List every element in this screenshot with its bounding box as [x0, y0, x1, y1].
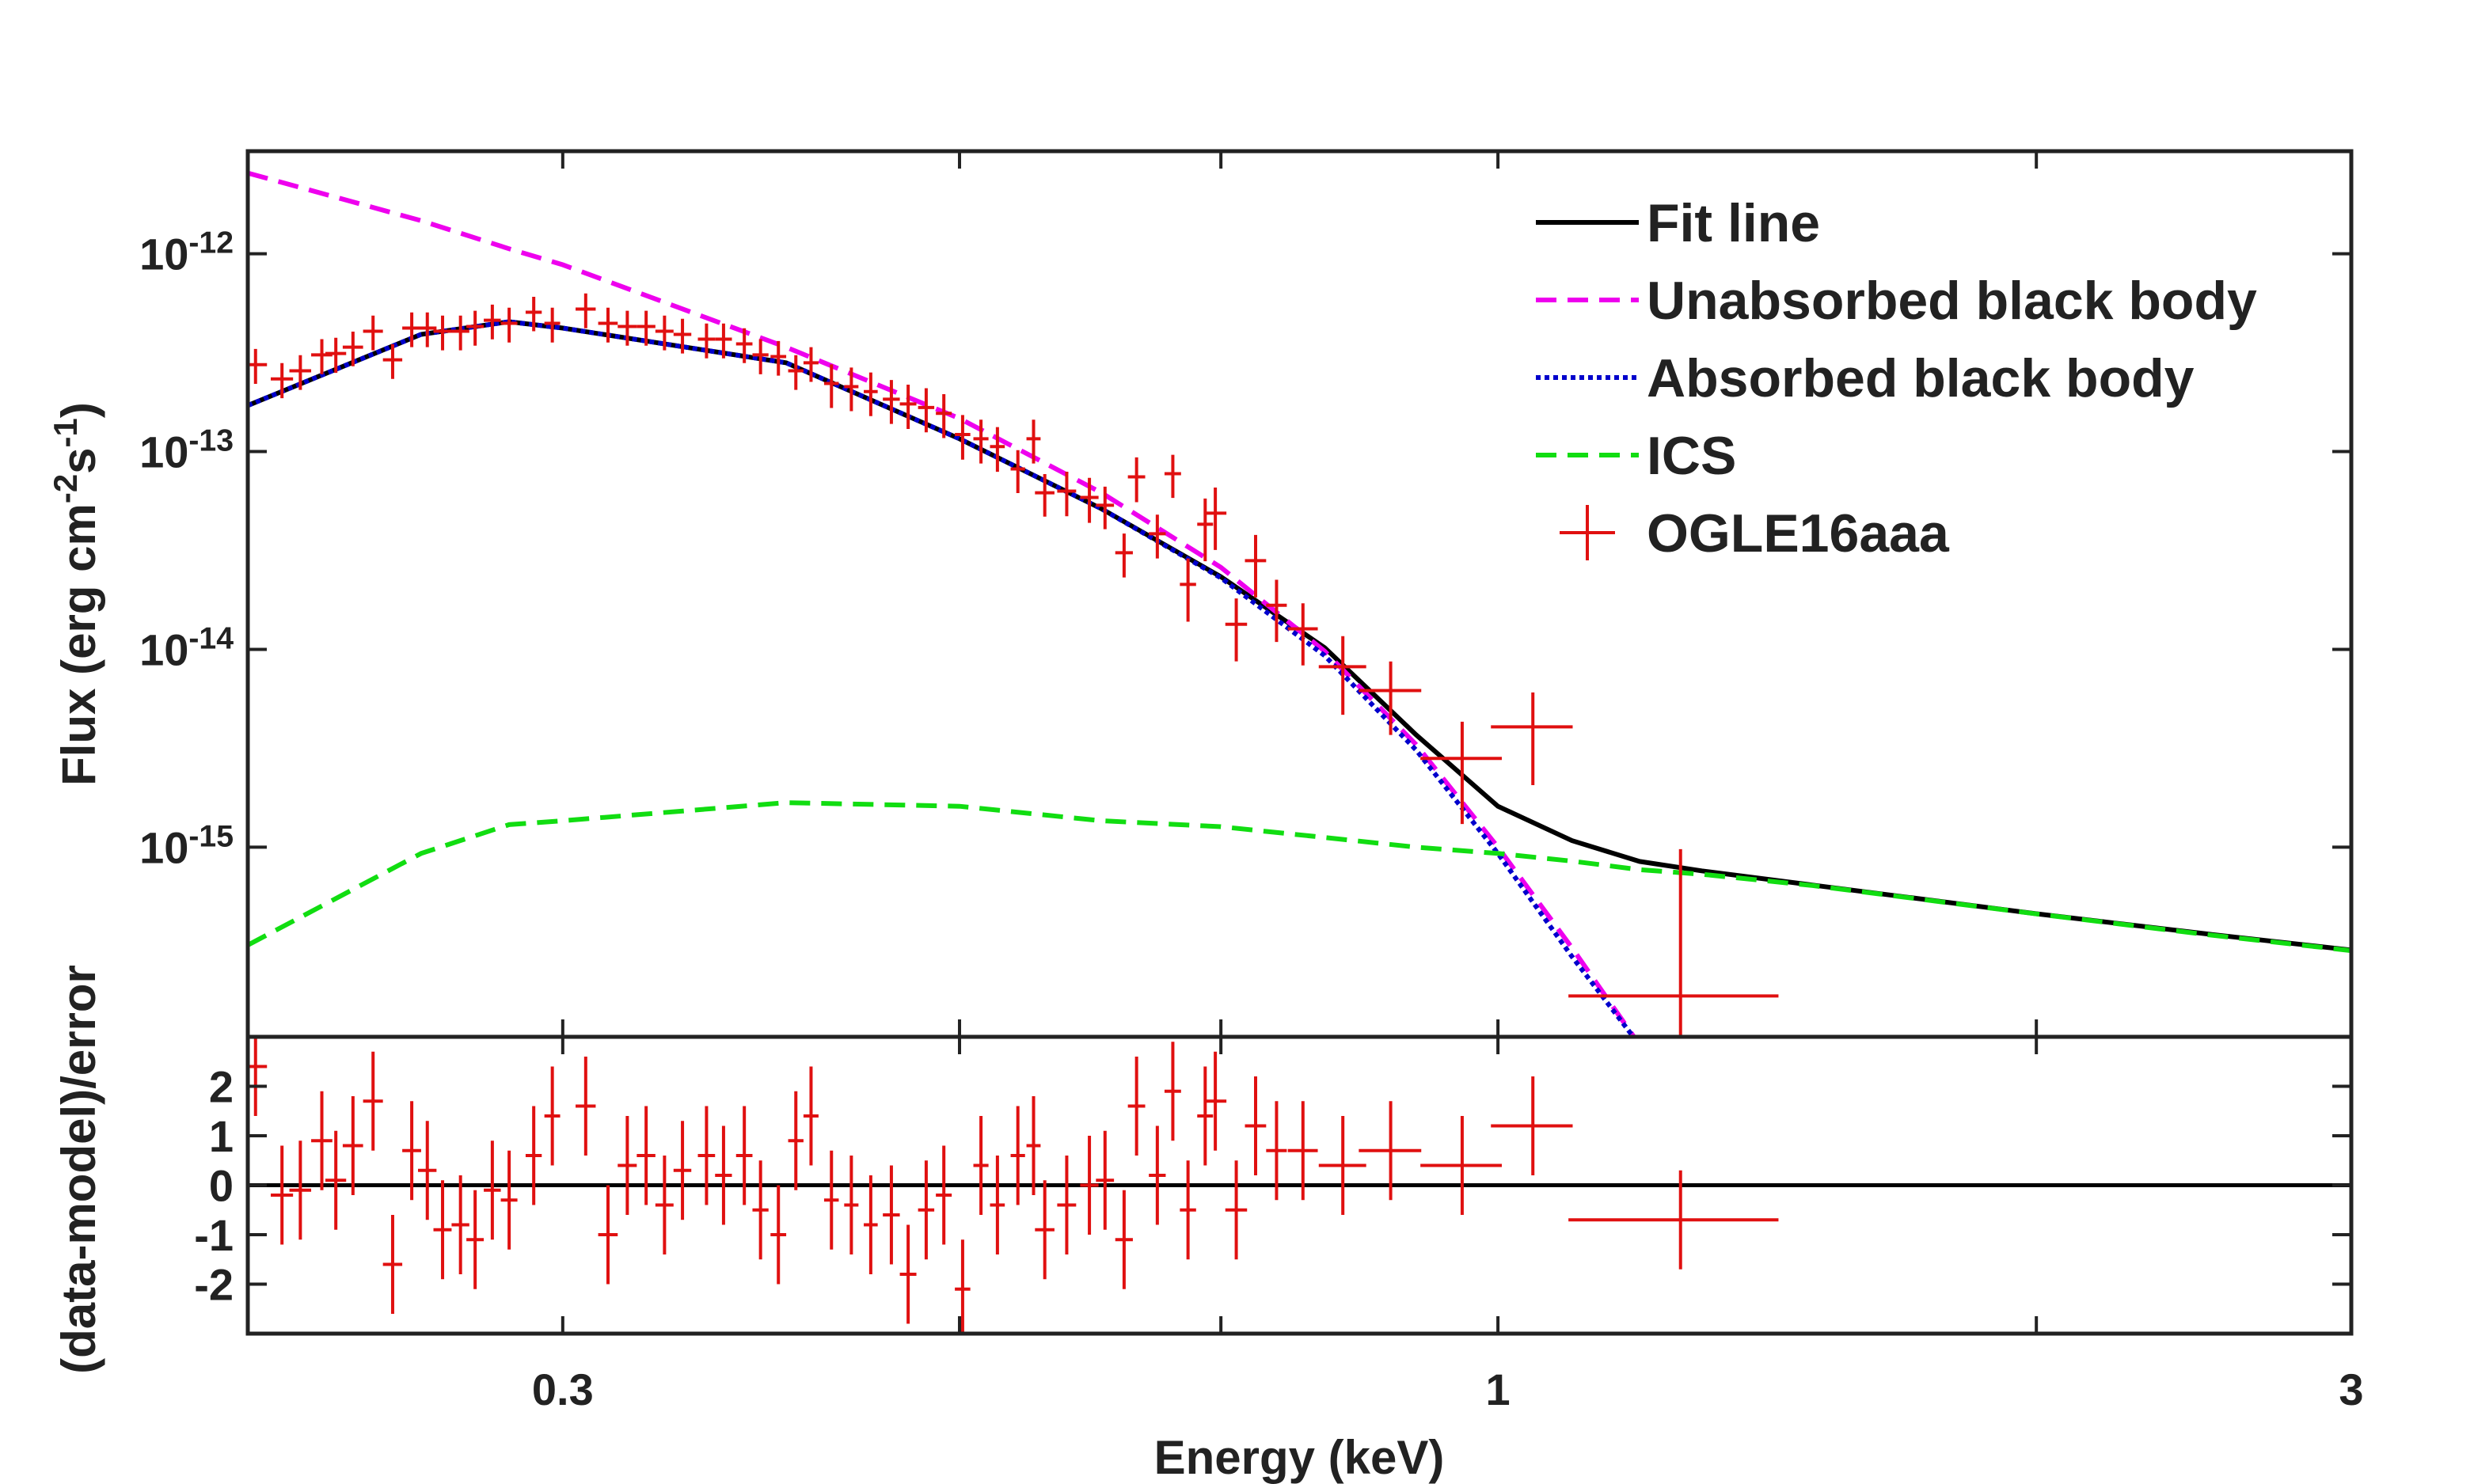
y-tick-label: 10-15 [139, 819, 234, 873]
plot-area [248, 170, 2351, 1037]
legend-label: Fit line [1647, 193, 1820, 253]
y-tick-label: 10-12 [139, 226, 234, 279]
legend-label: Unabsorbed black body [1647, 271, 2257, 331]
axes-frame [245, 1034, 2354, 1336]
x-tick-label: 0.3 [532, 1364, 594, 1414]
legend-label: ICS [1647, 426, 1736, 486]
y-axis-label: (data-model)/error [52, 965, 105, 1374]
y-tick-label: 10-13 [139, 423, 234, 477]
model-line [248, 170, 1637, 1037]
x-tick-label: 3 [2339, 1364, 2363, 1414]
plot-area [248, 1037, 2351, 1334]
model-line [248, 800, 2351, 954]
y-axis-label: Flux (erg cm-2s-1) [47, 402, 106, 786]
legend-label: OGLE16aaa [1647, 503, 1950, 564]
y-tick-label: 1 [209, 1111, 234, 1161]
legend-label: Absorbed black body [1647, 348, 2195, 408]
y-tick-label: 2 [209, 1062, 234, 1112]
y-tick-label: 10-14 [139, 621, 234, 675]
model-line [248, 319, 2351, 953]
y-tick-label: 0 [209, 1161, 234, 1211]
x-axis-label: Energy (keV) [1154, 1431, 1445, 1484]
x-tick-label: 1 [1486, 1364, 1511, 1414]
y-tick-label: -2 [194, 1260, 234, 1310]
y-tick-label: -1 [194, 1210, 234, 1260]
